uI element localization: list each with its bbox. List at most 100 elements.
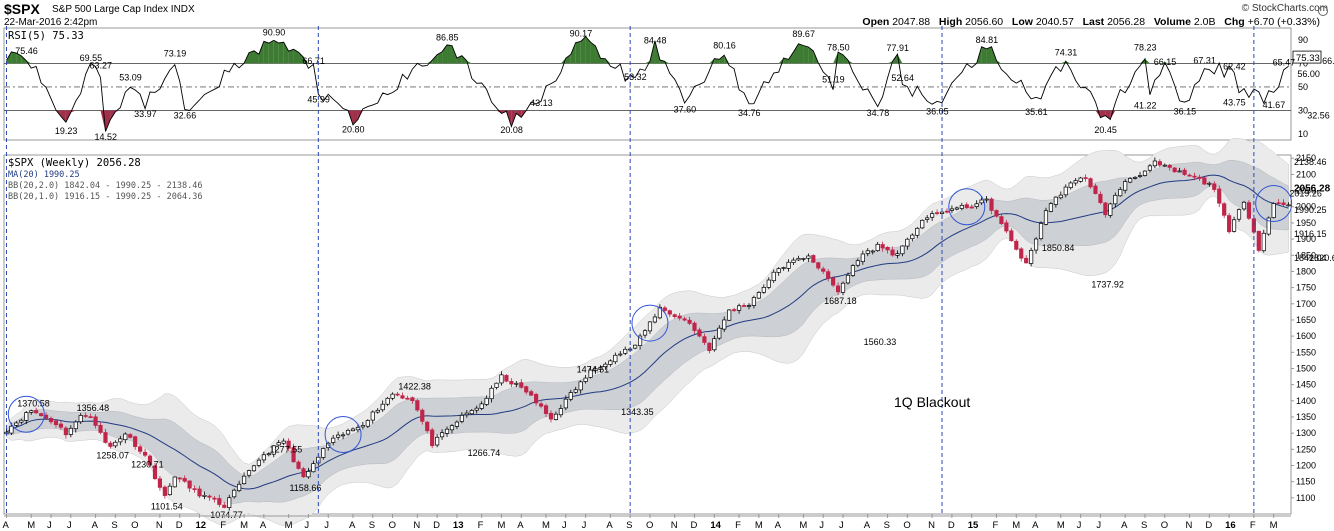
- candle-body: [425, 421, 430, 432]
- candle: [534, 392, 539, 406]
- x-axis-month-label: S: [1141, 520, 1147, 531]
- rsi-current-box: [1292, 50, 1322, 64]
- x-axis-month-label: J: [819, 520, 824, 531]
- candle-body: [167, 485, 172, 496]
- candle: [1123, 179, 1128, 194]
- candle-body: [63, 427, 68, 436]
- price-panel: 1100 1150 1200 1250 1300 1350 1400 1450 1500 1550…: [3, 138, 1334, 527]
- rsi-peak-label: 32.66: [174, 110, 197, 120]
- rsi-right-label: 75.33: [1296, 53, 1320, 64]
- last-value: 2056.28: [1107, 16, 1146, 28]
- candle: [761, 284, 766, 294]
- rsi-y-tick: 10: [1298, 129, 1308, 139]
- candle-body: [865, 250, 870, 254]
- rsi-oversold-fill: [516, 110, 522, 118]
- candle: [360, 421, 365, 430]
- candle-body: [761, 287, 766, 293]
- candle: [969, 204, 974, 209]
- candle-body: [147, 455, 153, 466]
- rsi-overbought-fill: [590, 42, 596, 64]
- price-right-label: 1842.04: [1294, 253, 1327, 263]
- price-y-tick: 2150: [1296, 153, 1316, 163]
- rsi-overbought-fill: [249, 50, 254, 64]
- candle-body: [692, 322, 697, 331]
- high-label: High: [938, 16, 963, 28]
- candle: [1246, 200, 1252, 221]
- price-peak-label: 2019.26: [1289, 189, 1322, 199]
- candle: [890, 246, 895, 257]
- candle: [301, 466, 306, 478]
- candle-body: [1113, 194, 1118, 205]
- candle-body: [677, 315, 682, 319]
- x-axis-month-label: D: [948, 520, 955, 531]
- candle-body: [984, 198, 989, 201]
- candle-body: [1271, 203, 1276, 219]
- chart-datetime: 22-Mar-2016 2:42pm: [4, 17, 98, 28]
- rsi-overbought-fill: [838, 52, 844, 64]
- rsi-overbought-fill: [437, 51, 443, 64]
- price-y-tick: 1400: [1296, 396, 1316, 406]
- candle-body: [1029, 249, 1034, 264]
- candle: [806, 253, 811, 262]
- candle: [182, 475, 187, 483]
- x-axis-month-label: S: [369, 520, 375, 531]
- candle: [1147, 163, 1153, 173]
- price-y-tick: 1550: [1296, 347, 1316, 357]
- candle-body: [241, 475, 247, 485]
- rsi-peak-label: 90.17: [570, 29, 593, 39]
- candle: [504, 374, 509, 383]
- candle-body: [840, 282, 846, 293]
- candle: [989, 197, 994, 215]
- candle-body: [514, 382, 519, 385]
- candle-body: [439, 432, 445, 438]
- ma20-line: [6, 174, 1289, 490]
- candle: [821, 266, 826, 274]
- candle-body: [811, 255, 816, 263]
- candle: [1261, 229, 1266, 253]
- candle: [1192, 172, 1197, 181]
- candle-body: [370, 411, 375, 421]
- candle: [1078, 176, 1083, 183]
- x-axis-month-label: O: [131, 520, 138, 531]
- candle: [39, 412, 44, 417]
- rsi-oversold-fill: [352, 110, 358, 125]
- rsi-peak-label: 69.55: [80, 53, 103, 63]
- candle-body: [959, 204, 964, 209]
- candle: [751, 295, 757, 309]
- candle: [519, 379, 524, 389]
- candle-body: [642, 330, 648, 336]
- pin-icon[interactable]: [1318, 6, 1328, 16]
- rsi-overbought-fill: [798, 43, 804, 64]
- candle-body: [340, 434, 346, 437]
- candle: [697, 327, 702, 338]
- candle: [489, 385, 494, 403]
- candle-body: [1137, 175, 1143, 177]
- candle-body: [29, 410, 34, 413]
- candle-body: [969, 206, 974, 209]
- candle-body: [1038, 223, 1044, 240]
- x-axis-month-label: F: [735, 520, 741, 531]
- candle: [994, 209, 999, 218]
- candle-body: [286, 440, 291, 449]
- x-axis-month-label: 16: [1225, 520, 1236, 531]
- candle-body: [375, 409, 380, 413]
- candle: [756, 291, 761, 300]
- candle: [1197, 174, 1202, 182]
- candle-body: [217, 498, 222, 505]
- candle-body: [301, 468, 306, 478]
- candle: [514, 380, 519, 388]
- rsi-overbought-fill: [986, 46, 992, 64]
- candle: [934, 209, 940, 216]
- candle: [430, 427, 435, 449]
- candle-body: [1063, 186, 1068, 196]
- x-axis-month-label: D: [1205, 520, 1212, 531]
- rsi-panel: 103050709075.3375.4619.2369.5563.2714.52…: [3, 27, 1334, 142]
- x-axis-month-label: M: [1270, 520, 1278, 531]
- candle-body: [593, 368, 598, 371]
- price-y-tick: 1600: [1296, 331, 1316, 341]
- candle: [251, 464, 257, 472]
- rsi-overbought-fill: [659, 59, 665, 64]
- candle: [256, 457, 262, 468]
- rsi-overbought-fill: [818, 62, 824, 64]
- symbol-title: $SPX: [4, 1, 40, 17]
